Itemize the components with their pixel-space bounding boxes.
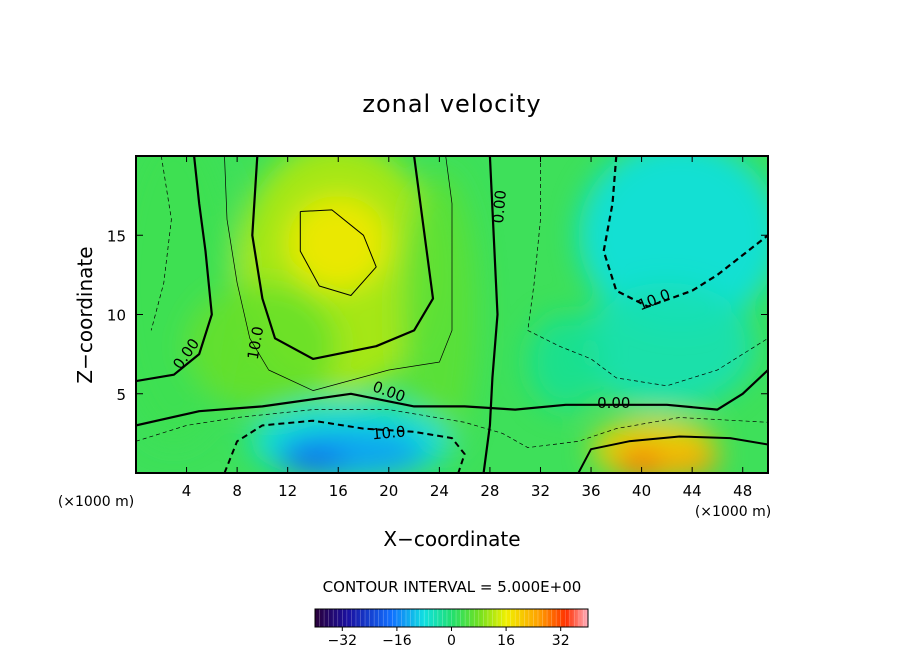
contour-interval-text: CONTOUR INTERVAL = 5.000E+00 (323, 578, 582, 596)
x-tick-label: 4 (182, 482, 192, 500)
contour-thin-mid-left (224, 156, 453, 391)
y-tick-label: 5 (116, 386, 126, 404)
y-axis-ticks: 5 10 15 (107, 227, 768, 404)
chart-title: zonal velocity (362, 90, 541, 118)
field-lower-darkblue (281, 447, 345, 473)
y-tick-label: 15 (107, 227, 126, 245)
field-center-cyan (527, 314, 604, 410)
contour-zero-center (482, 156, 499, 473)
x-tick-label: 36 (581, 482, 600, 500)
colorbar-tick-label: −16 (382, 633, 412, 649)
colorbar-ticks: −32 −16 0 16 32 (328, 627, 570, 649)
velocity-field (136, 156, 768, 473)
field-mid-green (401, 171, 478, 458)
x-tick-label: 16 (329, 482, 348, 500)
field-upper-right-cyan (578, 156, 768, 331)
contour-ten-peak (299, 209, 377, 296)
x-tick-label: 40 (632, 482, 651, 500)
field-right-cyan (578, 282, 756, 410)
field-mid-left (186, 282, 339, 410)
colorbar: −32 −16 0 16 32 (314, 608, 589, 649)
contour-ten-right (602, 156, 768, 308)
contour-pos-lower-right (577, 435, 768, 473)
contour-label: 10.0 (371, 422, 406, 443)
x-tick-label: 32 (531, 482, 550, 500)
contour-neg-lower (223, 419, 466, 473)
x-tick-label: 28 (480, 482, 499, 500)
colorbar-segments (319, 609, 584, 627)
field-peak-yellow (287, 195, 389, 291)
x-tick-label: 44 (683, 482, 702, 500)
colorbar-tick-label: 16 (497, 633, 515, 649)
x-axis-label: X−coordinate (383, 527, 520, 551)
contour-zero-upper-loop (251, 156, 435, 360)
colorbar-gradient (315, 609, 588, 627)
x-unit-left: (×1000 m) (58, 494, 134, 510)
contour-thin-right (527, 156, 768, 387)
colorbar-tick-label: 32 (552, 633, 570, 649)
contour-thin-lower (136, 409, 768, 448)
contour-label: 0.00 (489, 189, 510, 224)
contour-label: 10.0 (244, 325, 268, 361)
x-tick-label: 20 (379, 482, 398, 500)
contour-zero-left (136, 156, 213, 383)
x-tick-label: 12 (278, 482, 297, 500)
colorbar-tick-label: 0 (447, 633, 456, 649)
x-tick-label: 48 (733, 482, 752, 500)
x-tick-label: 24 (430, 482, 449, 500)
x-axis-ticks: 4 8 12 16 20 24 28 32 36 40 44 48 (182, 156, 752, 500)
contour-label: 0.00 (597, 394, 630, 412)
y-tick-label: 10 (107, 307, 126, 325)
colorbar-tick-label: −32 (328, 633, 358, 649)
contour-lines (136, 156, 768, 473)
x-tick-label: 8 (232, 482, 242, 500)
x-unit-right: (×1000 m) (695, 504, 771, 520)
field-lower-right-orange (616, 447, 667, 473)
field-lower-right-orange2 (666, 447, 718, 473)
contour-zero-right (136, 369, 768, 427)
y-axis-label: Z−coordinate (73, 246, 97, 383)
